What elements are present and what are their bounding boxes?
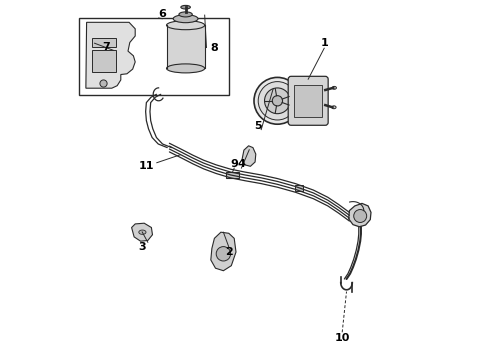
Ellipse shape [181, 5, 191, 9]
Text: 4: 4 [238, 159, 245, 169]
Polygon shape [86, 22, 135, 88]
Bar [226, 172, 239, 178]
Polygon shape [211, 232, 236, 271]
Circle shape [258, 82, 296, 120]
Text: 1: 1 [320, 38, 328, 48]
Circle shape [265, 88, 290, 114]
Text: 5: 5 [254, 121, 261, 131]
Polygon shape [242, 146, 256, 166]
Ellipse shape [332, 86, 337, 89]
Text: 9: 9 [230, 159, 238, 169]
Text: 7: 7 [102, 42, 110, 52]
Circle shape [100, 80, 107, 87]
Text: 11: 11 [138, 161, 154, 171]
FancyBboxPatch shape [288, 76, 328, 125]
Ellipse shape [167, 64, 205, 73]
Circle shape [216, 247, 231, 261]
Bar [294, 185, 303, 191]
Bar [79, 18, 229, 95]
Bar [167, 25, 205, 68]
Ellipse shape [139, 230, 146, 234]
Polygon shape [132, 223, 152, 241]
Circle shape [354, 210, 367, 222]
Text: 10: 10 [335, 333, 350, 343]
Text: 3: 3 [139, 242, 146, 252]
Ellipse shape [332, 106, 336, 109]
Bar [294, 85, 321, 117]
Text: 6: 6 [158, 9, 166, 19]
Bar [92, 38, 117, 47]
Bar [92, 50, 117, 72]
Text: 8: 8 [211, 42, 218, 53]
Ellipse shape [173, 15, 198, 23]
Ellipse shape [179, 12, 192, 17]
Ellipse shape [167, 21, 205, 30]
Circle shape [254, 77, 301, 124]
Text: 2: 2 [225, 247, 233, 257]
Polygon shape [349, 203, 371, 227]
Circle shape [272, 96, 283, 106]
